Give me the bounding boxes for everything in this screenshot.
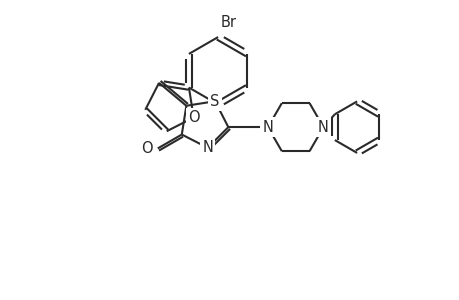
Text: N: N bbox=[317, 120, 328, 135]
Text: O: O bbox=[141, 141, 152, 156]
Text: O: O bbox=[187, 110, 199, 125]
Text: S: S bbox=[210, 94, 219, 109]
Text: Br: Br bbox=[221, 15, 236, 30]
Text: N: N bbox=[202, 140, 213, 155]
Text: N: N bbox=[262, 120, 273, 135]
